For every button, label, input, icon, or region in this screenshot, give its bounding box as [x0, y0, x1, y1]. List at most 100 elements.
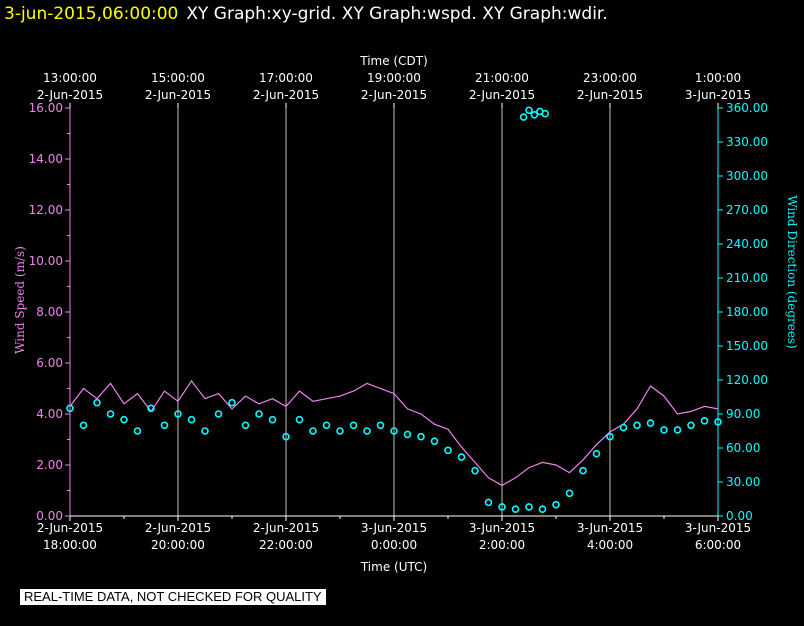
wind-direction-point [619, 423, 628, 432]
header-timestamp: 3-jun-2015,06:00:00 [4, 4, 179, 24]
wind-direction-point [525, 106, 533, 115]
wind-direction-point [403, 430, 412, 439]
left-tick-label: 0.00 [36, 509, 63, 523]
bottom-tick-time: 2:00:00 [479, 538, 525, 552]
wind-direction-point [120, 415, 128, 424]
right-tick-label: 120.00 [726, 373, 768, 387]
wind-direction-point [174, 410, 182, 418]
wind-direction-point [525, 503, 533, 511]
tick-labels: 2-Jun-2015 18:00:00 2-Jun-2015 20:00:00 2-Ju… [29, 71, 768, 552]
right-tick-label: 240.00 [726, 237, 768, 251]
bottom-tick-time: 0:00:00 [371, 538, 417, 552]
wind-direction-point [214, 410, 223, 418]
wind-direction-point [552, 500, 560, 509]
top-tick-date: 2-Jun-2015 [145, 88, 211, 102]
bottom-tick-date: 3-Jun-2015 [685, 521, 751, 535]
right-tick-label: 330.00 [726, 135, 768, 149]
left-tick-label: 8.00 [36, 305, 63, 319]
wind-direction-point [660, 426, 668, 434]
bottom-tick-time: 6:00:00 [695, 538, 741, 552]
left-tick-label: 2.00 [36, 458, 63, 472]
wind-direction-point [471, 466, 479, 475]
right-tick-label: 90.00 [726, 407, 760, 421]
wind-direction-point [241, 421, 250, 430]
wind-direction-point [336, 427, 344, 435]
wind-direction-point [430, 437, 439, 446]
right-tick-label: 270.00 [726, 203, 768, 217]
wind-direction-point [511, 505, 520, 514]
wind-direction-point [228, 398, 236, 407]
right-tick-label: 210.00 [726, 271, 768, 285]
wind-direction-point [457, 453, 466, 461]
top-axis-title: Time (CDT) [359, 54, 428, 68]
left-axis-title: Wind Speed (m/s) [13, 246, 27, 354]
wind-direction-point [606, 432, 614, 441]
wind-direction-point [376, 421, 385, 430]
wind-direction-point [187, 415, 196, 424]
wind-direction-point [579, 466, 587, 475]
wind-direction-point [282, 432, 290, 441]
wind-direction-point [106, 410, 115, 418]
top-tick-date: 2-Jun-2015 [361, 88, 427, 102]
speed-series [69, 379, 719, 487]
wind-direction-point [417, 432, 425, 441]
wind-direction-point [633, 421, 641, 430]
top-tick-time: 19:00:00 [367, 71, 421, 85]
wind-direction-point [255, 410, 263, 418]
wind-direction-point [93, 398, 101, 407]
bottom-tick-date: 3-Jun-2015 [469, 521, 535, 535]
wind-direction-point [498, 503, 506, 511]
wind-direction-point [160, 421, 169, 430]
wind-direction-point [268, 415, 277, 424]
wind-direction-point [133, 427, 142, 435]
right-tick-label: 0.00 [726, 509, 753, 523]
bottom-tick-time: 22:00:00 [259, 538, 313, 552]
bottom-tick-date: 2-Jun-2015 [253, 521, 319, 535]
wind-direction-point [700, 416, 709, 425]
right-tick-label: 30.00 [726, 475, 760, 489]
bottom-tick-date: 3-Jun-2015 [577, 521, 643, 535]
wind-direction-point [541, 109, 550, 118]
wind-direction-point [309, 427, 317, 435]
wind-speed-line [69, 379, 719, 487]
top-tick-date: 3-Jun-2015 [685, 88, 751, 102]
left-tick-label: 10.00 [29, 254, 63, 268]
bottom-tick-time: 4:00:00 [587, 538, 633, 552]
wind-direction-point [295, 415, 304, 424]
wind-direction-point [147, 404, 155, 413]
bottom-tick-time: 20:00:00 [151, 538, 205, 552]
header-graph-list: XY Graph:xy-grid. XY Graph:wspd. XY Grap… [186, 4, 608, 24]
wind-direction-point [390, 427, 398, 435]
wind-direction-point [646, 419, 655, 427]
right-tick-label: 300.00 [726, 169, 768, 183]
top-tick-time: 13:00:00 [43, 71, 97, 85]
wind-direction-point [592, 449, 601, 458]
top-tick-time: 17:00:00 [259, 71, 313, 85]
grid [177, 108, 611, 516]
bottom-tick-date: 2-Jun-2015 [145, 521, 211, 535]
quality-disclaimer: REAL-TIME DATA, NOT CHECKED FOR QUALITY [20, 589, 326, 605]
top-tick-date: 2-Jun-2015 [469, 88, 535, 102]
top-tick-time: 23:00:00 [583, 71, 637, 85]
wind-direction-point [687, 421, 695, 430]
bottom-axis-title: Time (UTC) [360, 560, 427, 574]
bottom-tick-time: 18:00:00 [43, 538, 97, 552]
right-tick-label: 360.00 [726, 101, 768, 115]
left-tick-label: 4.00 [36, 407, 63, 421]
header: 3-jun-2015,06:00:00 XY Graph:xy-grid. XY … [4, 2, 608, 28]
wind-direction-point [349, 421, 358, 430]
top-tick-time: 15:00:00 [151, 71, 205, 85]
wind-direction-point [565, 489, 574, 498]
wind-direction-point [519, 113, 528, 121]
wind-direction-point [530, 111, 539, 119]
right-tick-label: 180.00 [726, 305, 768, 319]
top-tick-time: 1:00:00 [695, 71, 741, 85]
wind-direction-point [444, 446, 452, 455]
left-tick-label: 16.00 [29, 101, 63, 115]
left-tick-label: 6.00 [36, 356, 63, 370]
top-tick-date: 2-Jun-2015 [37, 88, 103, 102]
right-tick-label: 150.00 [726, 339, 768, 353]
left-tick-label: 12.00 [29, 203, 63, 217]
wind-direction-point [79, 421, 88, 430]
